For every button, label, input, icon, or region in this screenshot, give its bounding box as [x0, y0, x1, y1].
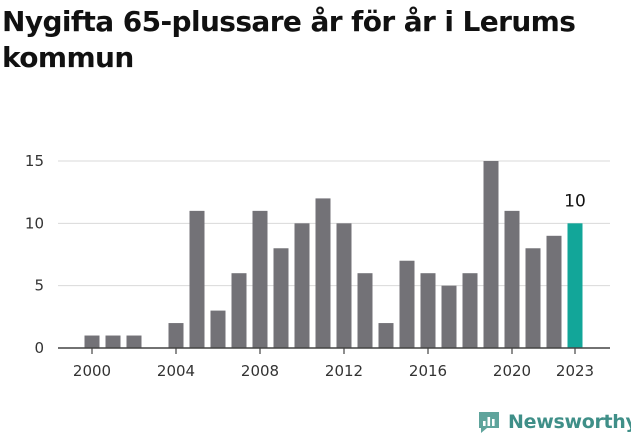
- bar: [462, 273, 478, 348]
- x-tick-label: 2012: [325, 362, 363, 380]
- y-tick-label: 0: [34, 339, 44, 357]
- chart-title: Nygifta 65-plussare år för år i Lerums k…: [2, 5, 576, 74]
- bar: [84, 335, 100, 348]
- bar: [441, 285, 457, 348]
- bar: [357, 273, 373, 348]
- bar: [189, 210, 205, 348]
- y-tick-label: 15: [25, 152, 44, 170]
- newsworthy-logo: Newsworthy: [476, 407, 631, 437]
- y-tick-label: 10: [25, 214, 44, 232]
- bar: [273, 248, 289, 348]
- bar: [483, 161, 499, 348]
- bar: [294, 223, 310, 348]
- x-tick-label: 2020: [493, 362, 531, 380]
- bar: [378, 323, 394, 348]
- bar: [336, 223, 352, 348]
- data-labels: 10: [564, 191, 586, 211]
- bar: [168, 323, 184, 348]
- bar: [315, 198, 331, 348]
- x-tick-label: 2016: [409, 362, 447, 380]
- bar: [231, 273, 247, 348]
- data-label: 10: [564, 191, 586, 211]
- bar-highlight: [567, 223, 583, 348]
- x-tick-label: 2000: [73, 362, 111, 380]
- bars: [84, 161, 583, 348]
- x-tick-label: 2004: [157, 362, 195, 380]
- newsworthy-logo-icon: [479, 412, 499, 433]
- x-tick-label: 2008: [241, 362, 279, 380]
- bar: [525, 248, 541, 348]
- bar: [504, 210, 520, 348]
- x-tick-label: 2023: [556, 362, 594, 380]
- bar: [105, 335, 121, 348]
- bar: [546, 235, 562, 348]
- bar: [210, 310, 226, 348]
- bar: [399, 260, 415, 348]
- brand-name: Newsworthy: [508, 411, 631, 433]
- bar: [126, 335, 142, 348]
- y-tick-label: 5: [34, 277, 44, 295]
- bar: [252, 210, 268, 348]
- bar: [420, 273, 436, 348]
- axes: 0 5 10 15 2000 2004 2008 2012 2016 2020 2023: [25, 152, 610, 380]
